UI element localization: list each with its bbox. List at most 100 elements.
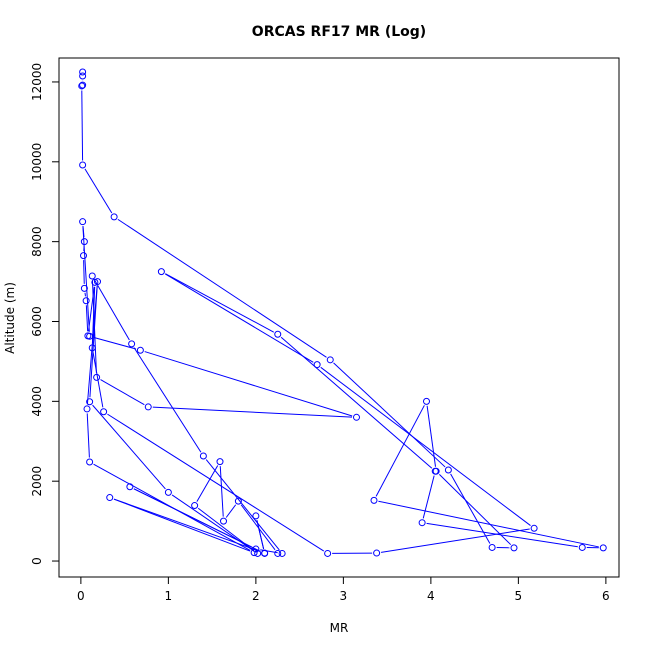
- series-segment: [107, 413, 325, 552]
- data-point: [80, 284, 88, 292]
- y-tick-label: 12000: [30, 63, 44, 101]
- data-point: [86, 458, 94, 466]
- x-tick-label: 1: [165, 589, 173, 603]
- series-segment: [84, 168, 113, 214]
- data-point: [80, 252, 87, 260]
- series-segment: [320, 366, 531, 526]
- x-tick-label: 2: [252, 589, 260, 603]
- data-point: [144, 403, 152, 411]
- series-segment: [89, 286, 98, 398]
- series-segment: [92, 404, 166, 490]
- data-point: [488, 543, 496, 551]
- series-segment: [225, 504, 237, 518]
- data-point: [274, 549, 282, 557]
- data-point: [216, 458, 224, 466]
- series-segment: [380, 528, 530, 553]
- x-tick-label: 3: [340, 589, 348, 603]
- series-segment: [117, 218, 327, 358]
- x-tick-label: 0: [77, 589, 85, 603]
- series-segment: [280, 336, 433, 469]
- data-point: [418, 519, 426, 527]
- data-point: [88, 344, 96, 352]
- series-segment: [219, 466, 224, 517]
- y-tick-label: 8000: [30, 226, 44, 257]
- series-segment: [152, 406, 353, 418]
- data-point: [423, 397, 430, 405]
- series-segment: [94, 279, 130, 341]
- data-point: [370, 496, 378, 504]
- series-segment: [81, 90, 84, 161]
- series-segment: [240, 504, 276, 551]
- series-segment: [438, 474, 512, 546]
- data-point: [373, 549, 381, 557]
- data-point: [578, 543, 586, 551]
- series-segment: [196, 465, 219, 502]
- series-segment: [164, 273, 314, 363]
- chart-title: ORCAS RF17 MR (Log): [252, 24, 426, 40]
- data-point: [324, 549, 332, 557]
- x-tick-label: 4: [427, 589, 435, 603]
- data-point: [326, 356, 334, 364]
- plot-area-border: [58, 57, 620, 578]
- data-point: [78, 82, 86, 90]
- y-tick-label: 4000: [30, 386, 44, 417]
- series-segment: [256, 520, 265, 549]
- data-point: [250, 549, 258, 557]
- data-point: [353, 413, 360, 421]
- data-point: [530, 524, 538, 532]
- data-point: [83, 405, 91, 413]
- data-point: [88, 272, 96, 280]
- data-point: [94, 278, 101, 286]
- series-segment: [113, 498, 251, 552]
- series-segment: [144, 351, 353, 417]
- series-segment: [100, 379, 145, 406]
- data-point: [431, 467, 439, 475]
- data-point: [80, 238, 88, 246]
- data-point: [278, 549, 286, 557]
- data-point: [274, 330, 282, 338]
- data-point: [254, 549, 262, 557]
- series-segment: [426, 522, 578, 548]
- x-tick-label: 6: [602, 589, 610, 603]
- data-point: [126, 483, 134, 491]
- series-segment: [197, 507, 255, 552]
- series-segment: [333, 362, 446, 468]
- data-point: [220, 517, 227, 525]
- series-segment: [83, 260, 85, 284]
- data-point: [128, 340, 136, 348]
- series-segment: [85, 305, 89, 332]
- data-point: [599, 544, 607, 552]
- y-tick-label: 10000: [30, 143, 44, 181]
- data-point: [86, 332, 94, 340]
- series-layer: [78, 68, 607, 557]
- y-axis-label: Altitude (m): [3, 282, 17, 354]
- series-segment: [171, 494, 255, 552]
- data-point: [164, 488, 172, 496]
- y-tick-label: 0: [30, 557, 44, 565]
- data-point: [510, 544, 518, 552]
- data-point: [79, 218, 87, 226]
- series-segment: [165, 273, 275, 333]
- series-segment: [375, 405, 425, 497]
- data-point: [252, 545, 260, 553]
- series-segment: [133, 347, 202, 453]
- series-segment: [205, 459, 280, 551]
- data-point: [86, 398, 94, 406]
- series-segment: [86, 413, 90, 458]
- data-point: [100, 408, 108, 416]
- data-point: [93, 373, 101, 381]
- data-point: [79, 161, 87, 169]
- series-segment: [93, 463, 251, 551]
- data-point: [79, 72, 87, 80]
- x-axis: 0 1 2 3 4 5 6: [77, 576, 610, 603]
- series-segment: [93, 336, 137, 350]
- data-point: [157, 268, 165, 276]
- data-point: [261, 549, 269, 557]
- data-point: [252, 512, 260, 520]
- series-segment: [422, 475, 435, 519]
- data-point: [79, 68, 87, 76]
- series-segment: [450, 473, 491, 544]
- series-segment: [378, 500, 599, 548]
- data-point: [79, 81, 87, 89]
